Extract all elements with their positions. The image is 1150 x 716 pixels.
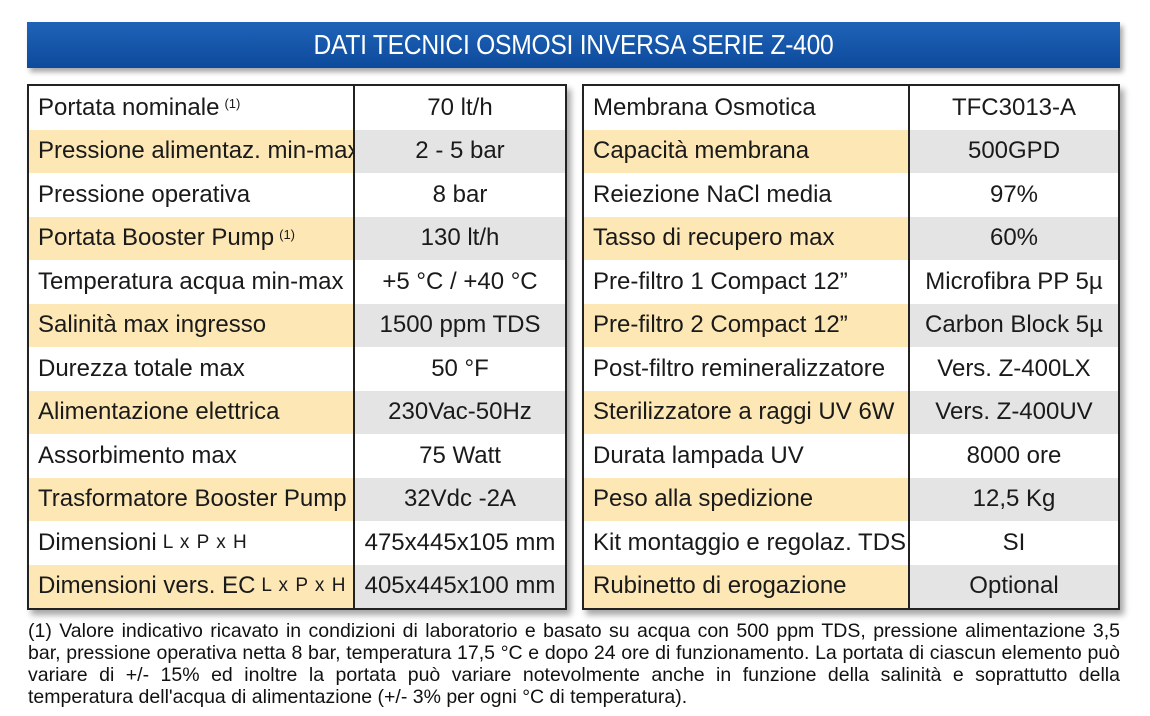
specs-table-right: Membrana Osmotica TFC3013-A Capacità mem… — [582, 84, 1120, 610]
table-row: Assorbimento max 75 Watt — [29, 434, 565, 478]
spec-value: TFC3013-A — [908, 86, 1118, 130]
spec-value: 500GPD — [908, 129, 1118, 173]
spec-label: Durata lampada UV — [584, 434, 908, 478]
table-row: Reiezione NaCl media 97% — [584, 173, 1118, 217]
spec-value: Carbon Block 5µ — [908, 303, 1118, 347]
table-row: Membrana Osmotica TFC3013-A — [584, 86, 1118, 130]
spec-value: +5 °C / +40 °C — [353, 260, 565, 304]
table-row: Durata lampada UV 8000 ore — [584, 434, 1118, 478]
spec-value: 32Vdc -2A — [353, 477, 565, 521]
spec-label: Sterilizzatore a raggi UV 6W — [584, 390, 908, 434]
table-row: Kit montaggio e regolaz. TDS SI — [584, 521, 1118, 565]
table-row: Portata Booster Pump (1) 130 lt/h — [29, 216, 565, 260]
spec-value: 12,5 Kg — [908, 477, 1118, 521]
page-title: DATI TECNICI OSMOSI INVERSA SERIE Z-400 — [313, 29, 834, 60]
table-row: Durezza totale max 50 °F — [29, 347, 565, 391]
spec-label: Kit montaggio e regolaz. TDS — [584, 521, 908, 565]
spec-label: Post-filtro remineralizzatore — [584, 347, 908, 391]
spec-label: Pressione alimentaz. min-max — [29, 129, 353, 173]
spec-label: Durezza totale max — [29, 347, 353, 391]
spec-label: Peso alla spedizione — [584, 477, 908, 521]
spec-label: Alimentazione elettrica — [29, 390, 353, 434]
spec-label: Rubinetto di erogazione — [584, 564, 908, 608]
spec-value: Microfibra PP 5µ — [908, 260, 1118, 304]
spec-label: Tasso di recupero max — [584, 216, 908, 260]
table-row: Sterilizzatore a raggi UV 6W Vers. Z-400… — [584, 390, 1118, 434]
spec-value: SI — [908, 521, 1118, 565]
spec-label: Trasformatore Booster Pump — [29, 477, 353, 521]
spec-value: 60% — [908, 216, 1118, 260]
table-row: Rubinetto di erogazione Optional — [584, 564, 1118, 608]
spec-label: Temperatura acqua min-max — [29, 260, 353, 304]
footnote-ref: (1) — [224, 96, 241, 112]
table-row: Tasso di recupero max 60% — [584, 216, 1118, 260]
table-row: Pre-filtro 1 Compact 12” Microfibra PP 5… — [584, 260, 1118, 304]
table-row: Dimensioni L x P x H 475x445x105 mm — [29, 521, 565, 565]
table-row: Salinità max ingresso 1500 ppm TDS — [29, 303, 565, 347]
spec-label: Portata nominale (1) — [29, 86, 353, 130]
table-row: Capacità membrana 500GPD — [584, 129, 1118, 173]
spec-value: 70 lt/h — [353, 86, 565, 130]
table-row: Trasformatore Booster Pump 32Vdc -2A — [29, 477, 565, 521]
spec-label: Pressione operativa — [29, 173, 353, 217]
spec-value: Optional — [908, 564, 1118, 608]
spec-value: 97% — [908, 173, 1118, 217]
table-row: Alimentazione elettrica 230Vac-50Hz — [29, 390, 565, 434]
footnote-text: (1) Valore indicativo ricavato in condiz… — [28, 620, 1120, 708]
spec-value: 8000 ore — [908, 434, 1118, 478]
spec-label: Assorbimento max — [29, 434, 353, 478]
footnote-ref: (1) — [279, 226, 296, 242]
table-row: Pre-filtro 2 Compact 12” Carbon Block 5µ — [584, 303, 1118, 347]
table-row: Post-filtro remineralizzatore Vers. Z-40… — [584, 347, 1118, 391]
spec-value: 475x445x105 mm — [353, 521, 565, 565]
dimension-unit: L x P x H — [162, 531, 248, 553]
table-row: Dimensioni vers. EC L x P x H 405x445x100… — [29, 564, 565, 608]
spec-label: Pre-filtro 1 Compact 12” — [584, 260, 908, 304]
spec-value: 230Vac-50Hz — [353, 390, 565, 434]
spec-value: Vers. Z-400UV — [908, 390, 1118, 434]
table-row: Peso alla spedizione 12,5 Kg — [584, 477, 1118, 521]
spec-value: 50 °F — [353, 347, 565, 391]
table-row: Pressione alimentaz. min-max 2 - 5 bar — [29, 129, 565, 173]
spec-label: Reiezione NaCl media — [584, 173, 908, 217]
spec-value: 405x445x100 mm — [353, 564, 565, 608]
table-row: Temperatura acqua min-max +5 °C / +40 °C — [29, 260, 565, 304]
spec-label: Portata Booster Pump (1) — [29, 216, 353, 260]
spec-value: 1500 ppm TDS — [353, 303, 565, 347]
spec-value: Vers. Z-400LX — [908, 347, 1118, 391]
dimension-unit: L x P x H — [261, 575, 347, 597]
spec-label: Capacità membrana — [584, 129, 908, 173]
table-row: Portata nominale (1) 70 lt/h — [29, 86, 565, 130]
table-row: Pressione operativa 8 bar — [29, 173, 565, 217]
spec-label: Salinità max ingresso — [29, 303, 353, 347]
spec-label: Pre-filtro 2 Compact 12” — [584, 303, 908, 347]
spec-label: Dimensioni L x P x H — [29, 521, 353, 565]
spec-value: 75 Watt — [353, 434, 565, 478]
spec-value: 2 - 5 bar — [353, 129, 565, 173]
title-banner: DATI TECNICI OSMOSI INVERSA SERIE Z-400 — [27, 22, 1120, 68]
spec-label: Membrana Osmotica — [584, 86, 908, 130]
spec-value: 8 bar — [353, 173, 565, 217]
spec-value: 130 lt/h — [353, 216, 565, 260]
spec-label: Dimensioni vers. EC L x P x H — [29, 564, 353, 608]
specs-table-left: Portata nominale (1) 70 lt/h Pressione al… — [27, 84, 567, 610]
